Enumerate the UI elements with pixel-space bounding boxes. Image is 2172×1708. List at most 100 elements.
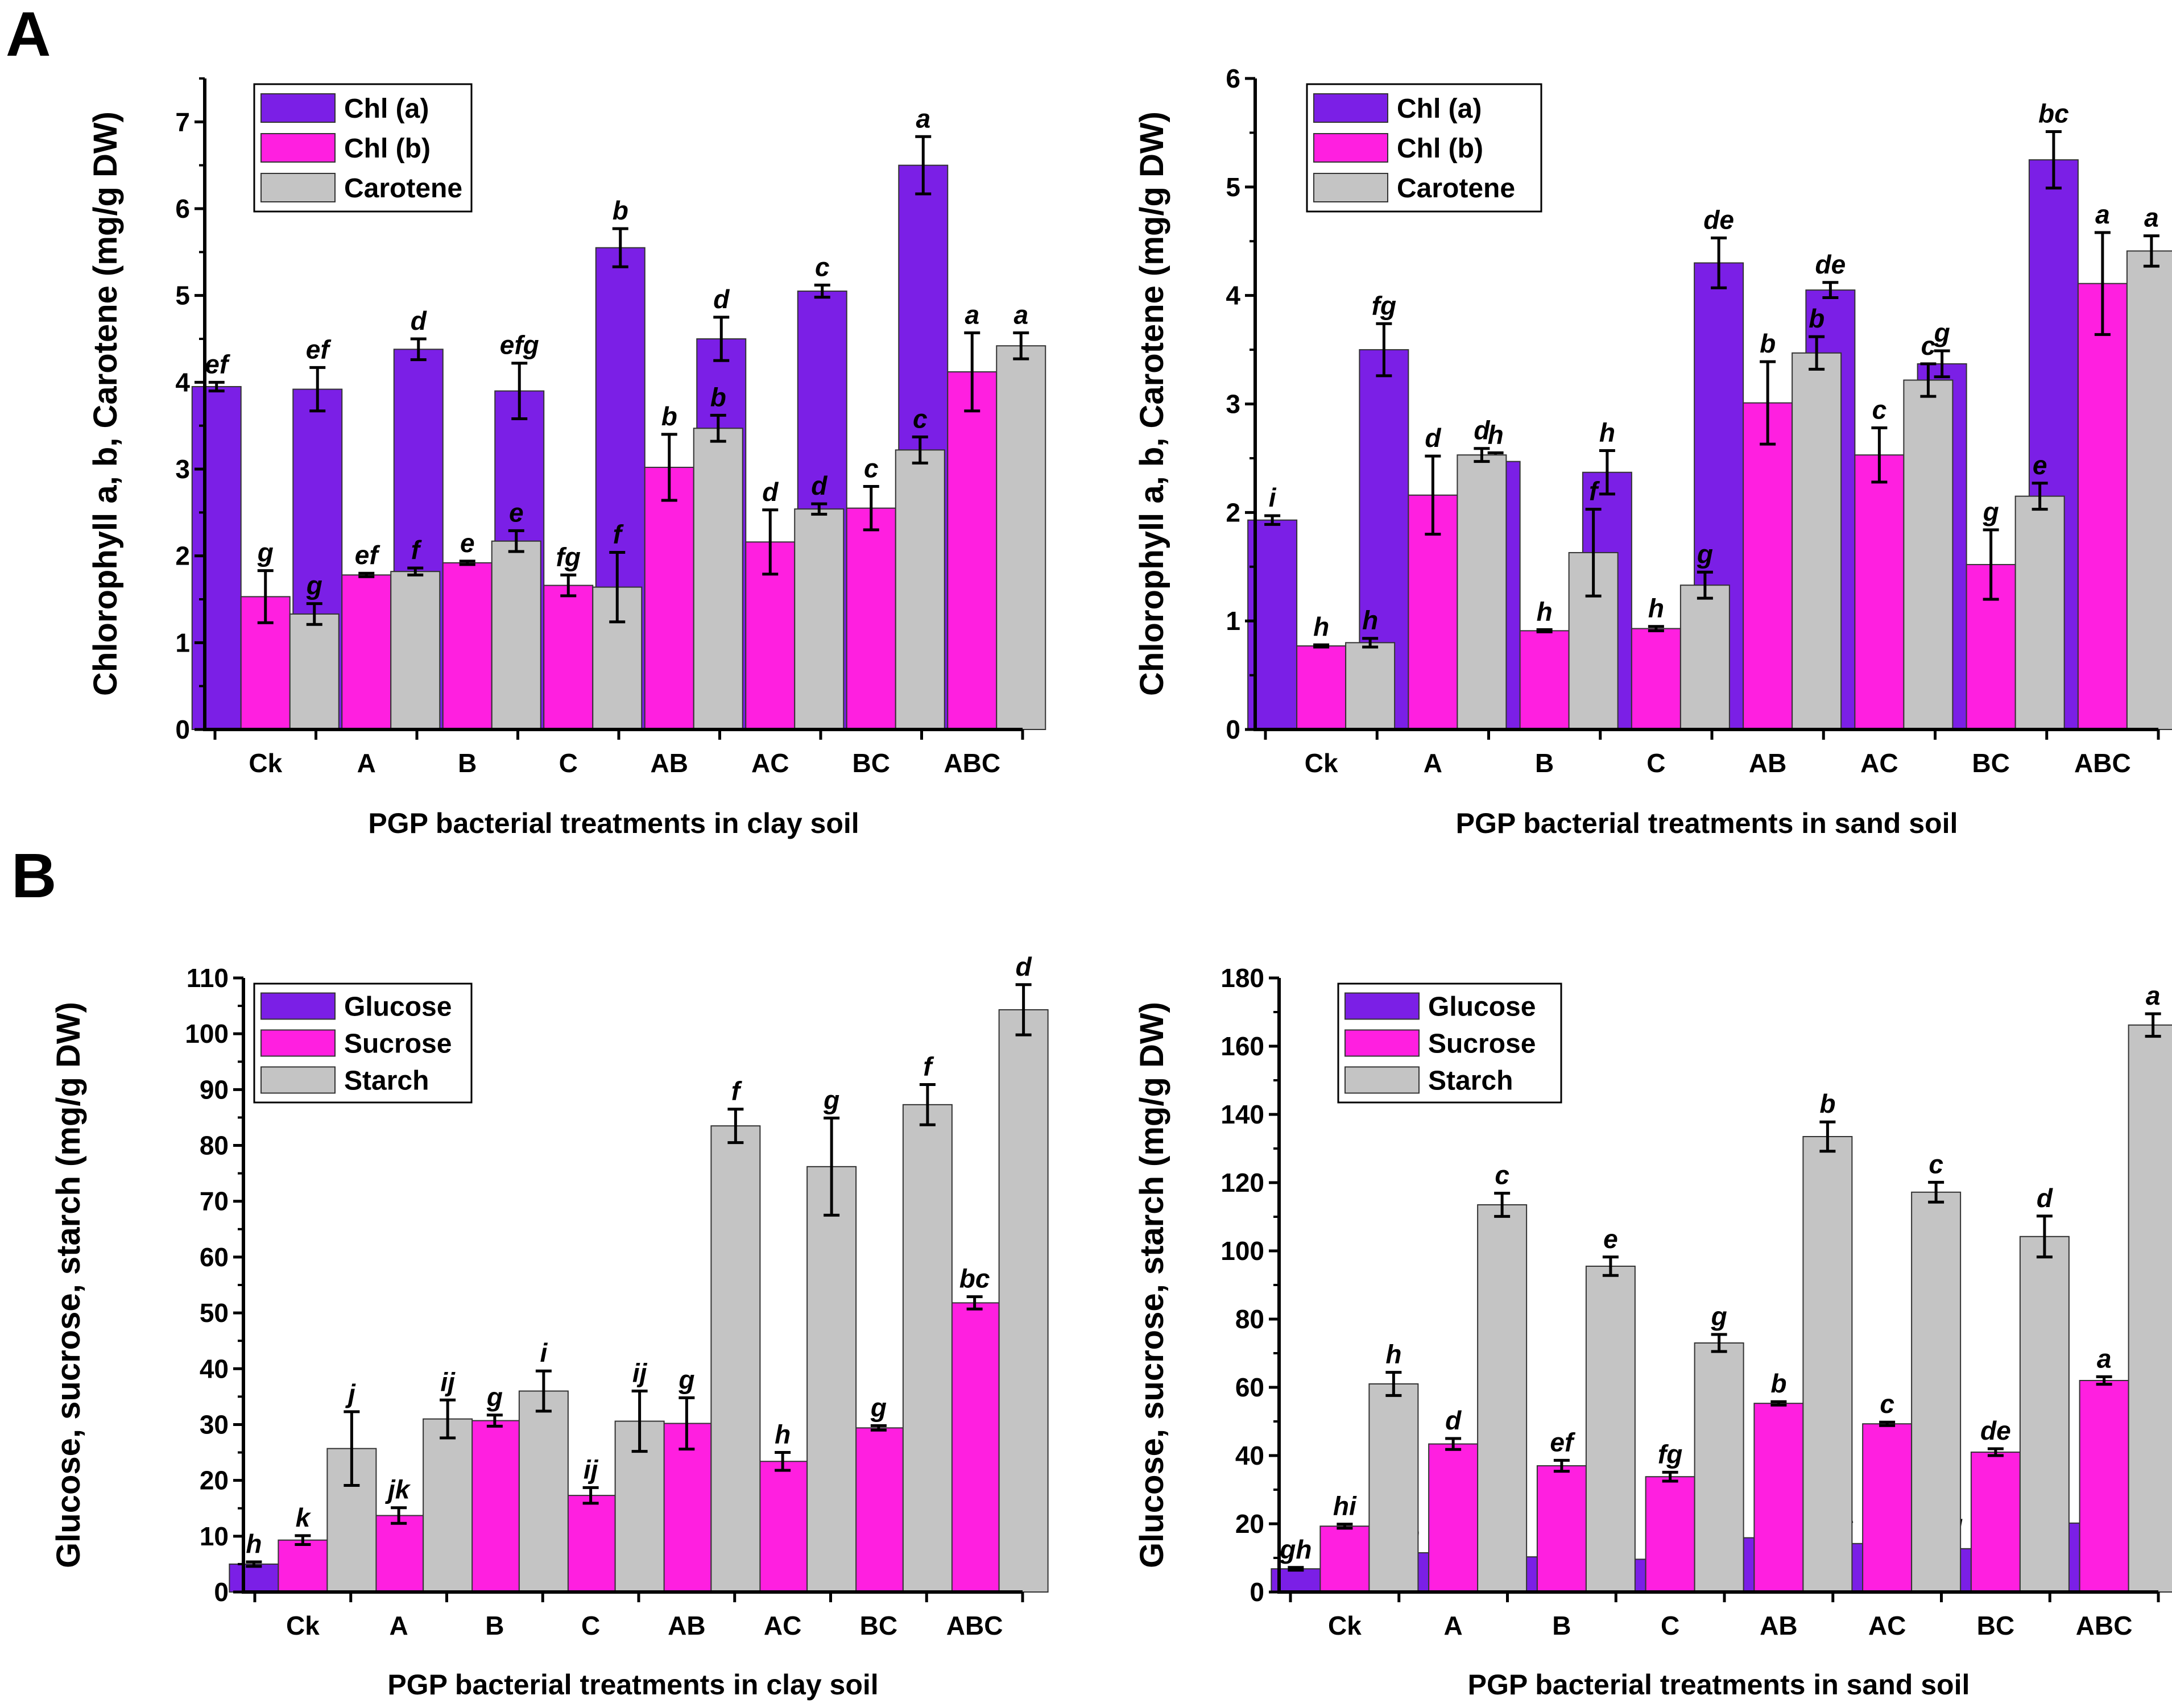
significance-letter: b bbox=[613, 196, 628, 225]
significance-letter: e bbox=[1603, 1224, 1618, 1254]
bar bbox=[469, 1420, 520, 1593]
y-tick-label: 6 bbox=[175, 194, 190, 223]
significance-letter: h bbox=[1537, 596, 1553, 626]
bar bbox=[1631, 628, 1681, 731]
y-tick-label: 140 bbox=[1221, 1100, 1264, 1129]
bar bbox=[341, 574, 392, 731]
bar bbox=[518, 1390, 569, 1593]
legend-label: Carotene bbox=[1397, 173, 1515, 204]
x-tick-label: AB bbox=[1749, 748, 1786, 778]
y-tick-label: 4 bbox=[1226, 281, 1240, 310]
y-axis-title: Glucose, sucrose, starch (mg/g DW) bbox=[50, 1002, 87, 1568]
significance-letter: ij bbox=[584, 1454, 599, 1484]
x-axis-title: PGP bacterial treatments in clay soil bbox=[387, 1669, 878, 1701]
legend-swatch bbox=[260, 93, 336, 123]
y-tick-label: 60 bbox=[200, 1242, 229, 1272]
significance-letter: e bbox=[509, 498, 524, 527]
significance-letter: a bbox=[1013, 300, 1028, 329]
legend-label: Chl (b) bbox=[344, 134, 431, 164]
bar bbox=[2019, 1236, 2070, 1593]
significance-letter: b bbox=[1760, 329, 1776, 358]
significance-letter: c bbox=[864, 454, 879, 483]
legend-swatch bbox=[1313, 93, 1388, 123]
x-tick-label: AC bbox=[751, 748, 789, 778]
significance-letter: ef bbox=[306, 334, 332, 364]
legend-swatch bbox=[1344, 1066, 1420, 1094]
x-tick-label: B bbox=[1535, 748, 1554, 778]
significance-letter: fg bbox=[1658, 1439, 1682, 1469]
y-tick-label: 0 bbox=[175, 715, 190, 744]
legend-swatch bbox=[1313, 173, 1388, 202]
significance-letter: e bbox=[460, 528, 475, 558]
x-tick-label: ABC bbox=[946, 1611, 1003, 1640]
y-tick-label: 80 bbox=[200, 1131, 229, 1160]
bar bbox=[644, 466, 694, 730]
bar bbox=[2014, 495, 2065, 730]
significance-letter: g bbox=[1697, 539, 1713, 569]
legend: Chl (a) Chl (b) Carotene bbox=[1306, 83, 1542, 213]
x-tick-label: BC bbox=[1977, 1611, 2014, 1640]
significance-letter: gh bbox=[1279, 1535, 1312, 1564]
bar bbox=[710, 1125, 761, 1593]
y-tick-label: 20 bbox=[200, 1466, 229, 1495]
bar bbox=[1753, 1403, 1804, 1593]
x-tick-label: BC bbox=[853, 748, 890, 778]
significance-letter: h bbox=[1488, 420, 1504, 449]
y-tick-label: 100 bbox=[1221, 1236, 1264, 1266]
significance-letter: a bbox=[2097, 1344, 2112, 1373]
x-tick-label: C bbox=[559, 748, 578, 778]
bar bbox=[1970, 1452, 2021, 1593]
bar bbox=[1911, 1191, 1962, 1593]
bar bbox=[1519, 630, 1570, 731]
x-tick-label: AB bbox=[1760, 1611, 1797, 1640]
bar bbox=[1792, 352, 1842, 730]
bar bbox=[1854, 454, 1905, 730]
x-tick-label: C bbox=[581, 1611, 600, 1640]
bar bbox=[1903, 379, 1954, 730]
legend-swatch bbox=[260, 992, 336, 1020]
significance-letter: h bbox=[775, 1420, 791, 1449]
significance-letter: hi bbox=[1333, 1491, 1357, 1521]
significance-letter: k bbox=[296, 1503, 312, 1532]
y-tick-label: 6 bbox=[1226, 64, 1240, 93]
significance-letter: bc bbox=[959, 1264, 990, 1294]
x-tick-label: AC bbox=[1868, 1611, 1906, 1640]
legend-label: Starch bbox=[344, 1066, 429, 1096]
legend-swatch bbox=[260, 1066, 336, 1094]
bar bbox=[806, 1166, 857, 1593]
y-tick-label: 50 bbox=[200, 1298, 229, 1328]
y-tick-label: 2 bbox=[1226, 498, 1240, 527]
bar bbox=[1345, 642, 1396, 731]
significance-letter: g bbox=[486, 1382, 503, 1412]
significance-letter: ef bbox=[355, 540, 381, 570]
x-tick-label: AB bbox=[651, 748, 688, 778]
bar bbox=[442, 562, 493, 730]
y-tick-label: 40 bbox=[1235, 1441, 1264, 1470]
significance-letter: c bbox=[1880, 1389, 1894, 1419]
bar bbox=[491, 540, 541, 730]
significance-letter: ef bbox=[1550, 1427, 1576, 1457]
significance-letter: a bbox=[916, 103, 930, 133]
bar bbox=[846, 507, 896, 730]
significance-letter: g bbox=[823, 1085, 839, 1114]
significance-letter: h bbox=[1648, 594, 1664, 623]
y-tick-label: 3 bbox=[1226, 389, 1240, 419]
bar bbox=[949, 1302, 1000, 1593]
bar bbox=[2128, 1024, 2172, 1593]
x-tick-label: B bbox=[485, 1611, 504, 1640]
bar bbox=[794, 508, 845, 731]
bar bbox=[996, 345, 1046, 730]
bar bbox=[1477, 1204, 1528, 1593]
y-tick-label: 70 bbox=[200, 1187, 229, 1216]
chart-4: ghdeefefbbccdahideffgbcdeahcegbcda020406… bbox=[1133, 963, 2172, 1701]
x-tick-label: AB bbox=[668, 1611, 705, 1640]
significance-letter: de bbox=[1980, 1416, 2011, 1445]
bar bbox=[758, 1461, 808, 1593]
significance-letter: f bbox=[613, 520, 624, 549]
significance-letter: h bbox=[1599, 418, 1615, 447]
y-tick-label: 20 bbox=[1235, 1509, 1264, 1539]
significance-letter: b bbox=[1809, 304, 1825, 333]
y-tick-label: 5 bbox=[1226, 172, 1240, 202]
